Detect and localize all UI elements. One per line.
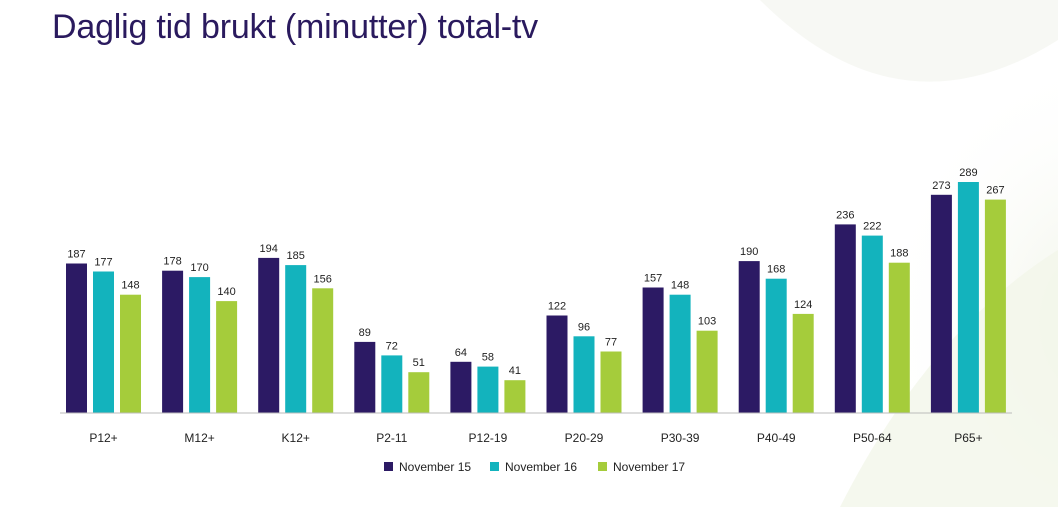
legend-swatch	[490, 462, 499, 471]
legend: November 15 November 16 November 17	[384, 460, 685, 474]
bar-P30-39-november-17	[696, 330, 718, 413]
bar-K12+-november-16	[285, 265, 307, 413]
x-tick-label: P12-19	[469, 431, 508, 445]
data-label: 58	[482, 352, 494, 364]
data-label: 170	[190, 262, 208, 274]
data-label: 168	[767, 264, 785, 276]
data-label: 64	[455, 347, 467, 359]
bar-P50-64-november-17	[888, 262, 910, 413]
legend-label: November 15	[399, 460, 471, 474]
data-label: 96	[578, 321, 590, 333]
x-tick-labels: P12+ M12+ K12+ P2-11 P12-19 P20-29 P30-39 P40-4…	[89, 431, 982, 445]
x-tick-label: P65+	[954, 431, 982, 445]
data-label: 51	[413, 357, 425, 369]
data-label: 236	[836, 209, 854, 221]
data-label: 185	[287, 250, 305, 262]
bar-P12-19-november-15	[450, 361, 472, 413]
bar-P12+-november-15	[66, 263, 87, 413]
data-label: 157	[644, 273, 662, 285]
bar-P2-11-november-16	[381, 355, 403, 413]
data-label: 156	[314, 273, 332, 285]
bars-layer: 187 177 148 178 170 140 194 185 156 89 72 51 64 58 41 1…	[66, 167, 1006, 413]
data-label: 77	[605, 337, 617, 349]
data-label: 140	[217, 286, 235, 298]
x-tick-label: P20-29	[565, 431, 604, 445]
legend-label: November 16	[505, 460, 577, 474]
bar-P40-49-november-17	[792, 313, 814, 413]
x-tick-label: P40-49	[757, 431, 796, 445]
data-label: 194	[260, 243, 278, 255]
bar-M12+-november-15	[162, 270, 184, 413]
x-tick-label: P30-39	[661, 431, 700, 445]
data-label: 289	[959, 167, 977, 179]
bar-P12-19-november-17	[504, 380, 526, 413]
bar-K12+-november-17	[312, 288, 334, 413]
bar-P2-11-november-15	[354, 341, 376, 413]
x-tick-label: P2-11	[376, 431, 407, 445]
x-tick-label: K12+	[282, 431, 310, 445]
data-label: 222	[863, 221, 881, 233]
bar-P30-39-november-16	[669, 294, 691, 413]
data-label: 103	[698, 316, 716, 328]
data-label: 190	[740, 246, 758, 258]
bar-P65+-november-15	[930, 194, 952, 413]
bar-P20-29-november-15	[546, 315, 568, 413]
bar-P12-19-november-16	[477, 366, 499, 413]
x-tick-label: P12+	[89, 431, 117, 445]
bar-K12+-november-15	[258, 257, 280, 413]
x-tick-label: M12+	[184, 431, 214, 445]
bar-P30-39-november-15	[642, 287, 664, 413]
legend-swatch	[598, 462, 607, 471]
bar-M12+-november-16	[189, 277, 211, 413]
bar-P40-49-november-15	[738, 261, 760, 413]
data-label: 148	[121, 280, 139, 292]
bar-P65+-november-16	[957, 182, 979, 413]
data-label: 188	[890, 248, 908, 260]
data-label: 148	[671, 280, 689, 292]
bar-P65+-november-17	[984, 199, 1006, 413]
bar-P12+-november-17	[120, 294, 141, 413]
data-label: 122	[548, 301, 566, 313]
bar-P12+-november-16	[93, 271, 114, 413]
page-title: Daglig tid brukt (minutter) total-tv	[52, 8, 538, 46]
data-label: 187	[67, 249, 85, 261]
bar-P40-49-november-16	[765, 278, 787, 413]
data-label: 177	[94, 257, 112, 269]
bar-P50-64-november-15	[834, 224, 856, 413]
data-label: 41	[509, 365, 521, 377]
bar-P20-29-november-17	[600, 351, 622, 413]
data-label: 124	[794, 299, 812, 311]
data-label: 178	[163, 256, 181, 268]
data-label: 273	[932, 180, 950, 192]
x-tick-label: P50-64	[853, 431, 892, 445]
bar-P20-29-november-16	[573, 336, 595, 413]
bar-P2-11-november-17	[408, 372, 430, 413]
bar-M12+-november-17	[216, 301, 238, 413]
bar-P50-64-november-16	[861, 235, 883, 413]
data-label: 89	[359, 327, 371, 339]
legend-label: November 17	[613, 460, 685, 474]
data-label: 267	[986, 185, 1004, 197]
data-label: 72	[386, 340, 398, 352]
legend-swatch	[384, 462, 393, 471]
